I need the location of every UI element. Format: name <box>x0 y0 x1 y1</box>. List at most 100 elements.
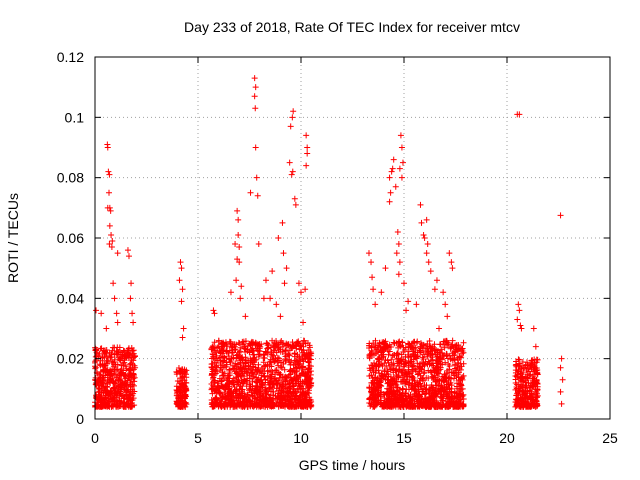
data-point <box>228 355 235 362</box>
data-point <box>101 354 108 361</box>
data-point <box>258 366 265 373</box>
data-point <box>390 369 397 376</box>
data-point <box>118 366 125 373</box>
data-point <box>368 362 375 369</box>
data-point <box>382 265 389 272</box>
data-point <box>98 310 105 317</box>
data-point <box>98 390 105 397</box>
data-point <box>108 231 115 238</box>
data-point <box>415 400 422 407</box>
data-point <box>306 362 313 369</box>
data-point <box>387 387 394 394</box>
data-point <box>525 379 532 386</box>
data-point <box>223 376 230 383</box>
data-point <box>529 394 536 401</box>
data-point <box>307 349 314 356</box>
data-point <box>115 377 122 384</box>
data-point <box>209 368 216 375</box>
data-point <box>385 351 392 358</box>
data-point <box>421 362 428 369</box>
data-point <box>292 395 299 402</box>
data-point <box>387 402 394 409</box>
data-point <box>302 388 309 395</box>
data-point <box>366 365 373 372</box>
data-point <box>235 216 242 223</box>
data-point <box>437 360 444 367</box>
data-point <box>107 207 114 214</box>
data-point <box>296 354 303 361</box>
data-point <box>421 369 428 376</box>
data-point <box>381 394 388 401</box>
data-point <box>211 339 218 346</box>
data-point <box>303 397 310 404</box>
data-point <box>416 403 423 410</box>
data-point <box>236 259 243 266</box>
data-point <box>297 382 304 389</box>
data-point <box>237 392 244 399</box>
data-point <box>414 360 421 367</box>
data-point <box>230 365 237 372</box>
data-point <box>439 349 446 356</box>
data-point <box>455 403 462 410</box>
data-point <box>108 244 115 251</box>
data-point <box>276 374 283 381</box>
data-point <box>250 354 257 361</box>
data-point <box>304 381 311 388</box>
data-point <box>130 354 137 361</box>
data-point <box>111 371 118 378</box>
data-point <box>300 347 307 354</box>
data-point <box>266 359 273 366</box>
data-point <box>395 241 402 248</box>
data-point <box>214 344 221 351</box>
data-point <box>273 349 280 356</box>
data-point <box>418 219 425 226</box>
data-point <box>451 372 458 379</box>
data-point <box>121 357 128 364</box>
data-point <box>213 386 220 393</box>
data-point <box>258 384 265 391</box>
data-point <box>393 378 400 385</box>
data-point <box>440 289 447 296</box>
data-point <box>286 380 293 387</box>
data-point <box>238 354 245 361</box>
data-point <box>235 231 242 238</box>
data-point <box>261 398 268 405</box>
data-point <box>424 353 431 360</box>
data-point <box>295 280 302 287</box>
data-point <box>378 361 385 368</box>
data-point <box>295 358 302 365</box>
data-point <box>368 344 375 351</box>
data-point <box>109 238 116 245</box>
data-point <box>225 353 232 360</box>
data-point <box>111 380 118 387</box>
data-point <box>261 373 268 380</box>
data-point <box>285 402 292 409</box>
data-point <box>386 348 393 355</box>
data-point <box>127 403 134 410</box>
data-points <box>92 75 566 410</box>
data-point <box>423 388 430 395</box>
data-point <box>97 362 104 369</box>
data-point <box>273 401 280 408</box>
data-point <box>282 378 289 385</box>
data-point <box>236 348 243 355</box>
data-point <box>211 347 218 354</box>
data-point <box>383 390 390 397</box>
data-point <box>278 379 285 386</box>
data-point <box>519 358 526 365</box>
data-point <box>420 356 427 363</box>
data-point <box>269 397 276 404</box>
data-point <box>282 396 289 403</box>
data-point <box>400 386 407 393</box>
data-point <box>181 388 188 395</box>
data-point <box>407 358 414 365</box>
data-point <box>280 250 287 257</box>
data-point <box>384 344 391 351</box>
data-point <box>440 338 447 345</box>
data-point <box>131 388 138 395</box>
data-point <box>115 388 122 395</box>
data-point <box>403 307 410 314</box>
data-point <box>131 378 138 385</box>
data-point <box>97 368 104 375</box>
data-point <box>272 358 279 365</box>
